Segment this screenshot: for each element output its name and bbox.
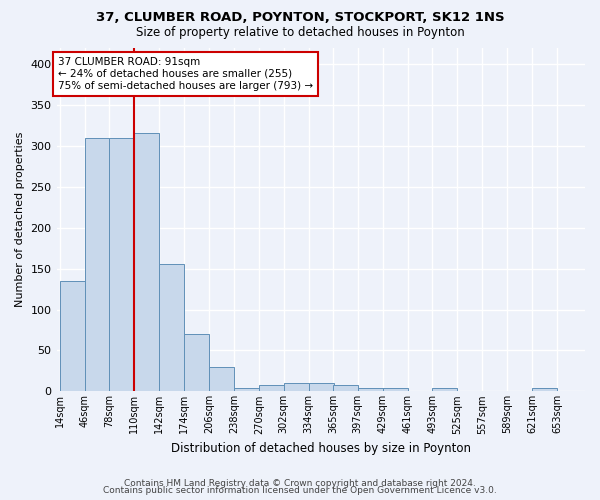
Bar [184, 334, 209, 392]
Bar [159, 264, 184, 392]
Bar [358, 388, 383, 392]
Bar [532, 388, 557, 392]
Bar [59, 281, 85, 392]
Bar [433, 388, 457, 392]
Bar [134, 134, 159, 392]
Bar [259, 385, 284, 392]
Text: Size of property relative to detached houses in Poynton: Size of property relative to detached ho… [136, 26, 464, 39]
Y-axis label: Number of detached properties: Number of detached properties [15, 132, 25, 307]
Text: Contains public sector information licensed under the Open Government Licence v3: Contains public sector information licen… [103, 486, 497, 495]
X-axis label: Distribution of detached houses by size in Poynton: Distribution of detached houses by size … [171, 442, 471, 455]
Bar [234, 388, 259, 392]
Bar [383, 388, 407, 392]
Bar [309, 383, 334, 392]
Bar [85, 138, 109, 392]
Bar [333, 385, 358, 392]
Bar [109, 138, 134, 392]
Bar [209, 367, 234, 392]
Bar [284, 383, 309, 392]
Text: Contains HM Land Registry data © Crown copyright and database right 2024.: Contains HM Land Registry data © Crown c… [124, 478, 476, 488]
Text: 37 CLUMBER ROAD: 91sqm
← 24% of detached houses are smaller (255)
75% of semi-de: 37 CLUMBER ROAD: 91sqm ← 24% of detached… [58, 58, 313, 90]
Text: 37, CLUMBER ROAD, POYNTON, STOCKPORT, SK12 1NS: 37, CLUMBER ROAD, POYNTON, STOCKPORT, SK… [95, 11, 505, 24]
